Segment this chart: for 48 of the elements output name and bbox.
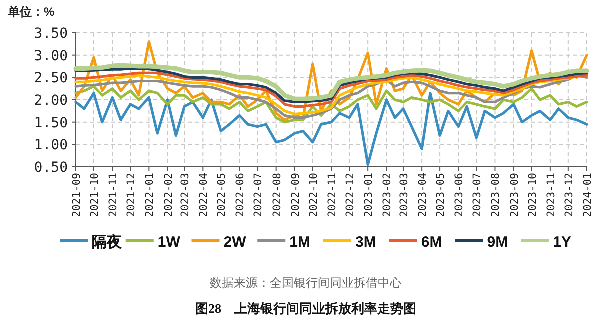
legend-label: 2W (224, 234, 248, 251)
x-tick-label: 2023-08 (490, 173, 502, 218)
legend-label: 隔夜 (92, 233, 123, 251)
x-tick-label: 2022-09 (290, 173, 302, 218)
legend-label: 1Y (553, 234, 572, 251)
x-tick-label: 2023-06 (454, 173, 466, 218)
x-tick-label: 2021-09 (71, 173, 83, 218)
x-tick-label: 2022-10 (308, 173, 320, 218)
x-tick-label: 2023-11 (545, 173, 558, 218)
x-tick-label: 2021-12 (126, 173, 138, 218)
x-tick-label: 2023-12 (563, 173, 576, 218)
text: 图28 上海银行间同业拆放利率走势图 (196, 301, 416, 316)
y-tick-label: 2.00 (34, 93, 68, 109)
x-tick-label: 2021-10 (88, 173, 101, 218)
x-tick-label: 2023-07 (472, 173, 484, 218)
x-tick-label: 2022-06 (234, 173, 247, 218)
legend-label: 1M (290, 234, 310, 251)
x-tick-label: 2023-10 (526, 173, 539, 218)
x-tick-label: 2023-03 (398, 173, 410, 218)
x-tick-label: 2024-01 (582, 173, 594, 218)
source-note: 数据来源：全国银行间同业拆借中心 (210, 276, 402, 290)
y-tick-label: 3.00 (34, 48, 68, 64)
y-tick-label: 3.50 (34, 26, 68, 42)
y-axis-title: 单位：% (7, 5, 55, 19)
x-tick-label: 2022-03 (180, 173, 192, 218)
legend-label: 1W (158, 234, 182, 251)
y-tick-label: 1.50 (34, 115, 68, 132)
line-series (74, 85, 588, 124)
x-tick-label: 2022-12 (344, 173, 356, 218)
x-tick-label: 2022-02 (162, 173, 175, 218)
y-tick-label: 0.50 (34, 160, 68, 176)
x-tick-label: 2023-01 (363, 173, 376, 218)
x-tick-label: 2022-11 (326, 173, 338, 218)
x-tick-label: 2022-04 (198, 173, 210, 218)
x-tick-label: 2022-08 (271, 173, 284, 218)
x-tick-label: 2021-11 (108, 173, 120, 218)
legend-label: 9M (487, 234, 508, 251)
x-tick-label: 2022-05 (216, 173, 228, 218)
y-tick-label: 2.50 (34, 70, 68, 87)
x-tick-label: 2023-05 (435, 173, 448, 218)
x-tick-label: 2023-02 (382, 173, 394, 218)
y-tick-label: 1.00 (34, 138, 68, 154)
x-tick-label: 2022-01 (144, 173, 156, 218)
x-tick-label: 2023-09 (508, 173, 521, 218)
x-tick-label: 2023-04 (417, 173, 430, 218)
x-tick-label: 2022-07 (252, 173, 265, 218)
legend-label: 6M (421, 234, 442, 251)
legend-label: 3M (356, 234, 376, 251)
